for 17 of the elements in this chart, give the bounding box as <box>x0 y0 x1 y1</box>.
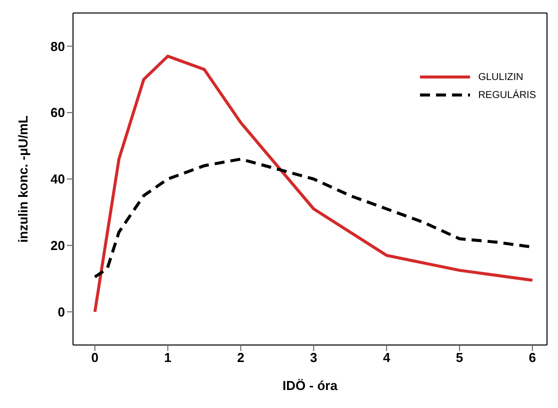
x-tick-label: 6 <box>528 350 536 366</box>
x-tick-label: 0 <box>91 350 98 366</box>
y-axis-title: inzulin konc. -μU/mL <box>16 115 31 243</box>
x-tick-label: 4 <box>382 350 391 366</box>
line-series <box>93 54 534 314</box>
legend-label: REGULÁRIS <box>478 90 536 100</box>
x-tick-label: 3 <box>310 350 318 366</box>
x-tick-label: 2 <box>237 350 244 366</box>
x-tick-label: 5 <box>456 350 464 366</box>
x-tick-label: 1 <box>164 350 172 366</box>
y-tick-label: 80 <box>50 38 65 54</box>
x-axis-title: IDÖ - óra <box>282 378 338 393</box>
y-tick-label: 60 <box>50 105 65 120</box>
legend-label: GLULIZIN <box>478 72 524 82</box>
y-tick-label: 20 <box>50 238 65 254</box>
y-tick-label: 0 <box>58 304 65 320</box>
y-tick-label: 40 <box>50 172 65 187</box>
